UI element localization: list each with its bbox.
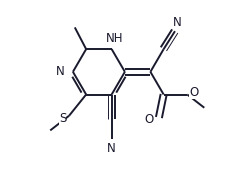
Text: N: N bbox=[107, 142, 116, 155]
Text: N: N bbox=[172, 16, 181, 29]
Text: O: O bbox=[144, 113, 153, 126]
Text: O: O bbox=[189, 86, 199, 99]
Text: N: N bbox=[56, 65, 64, 78]
Text: S: S bbox=[59, 112, 66, 125]
Text: NH: NH bbox=[106, 32, 123, 45]
